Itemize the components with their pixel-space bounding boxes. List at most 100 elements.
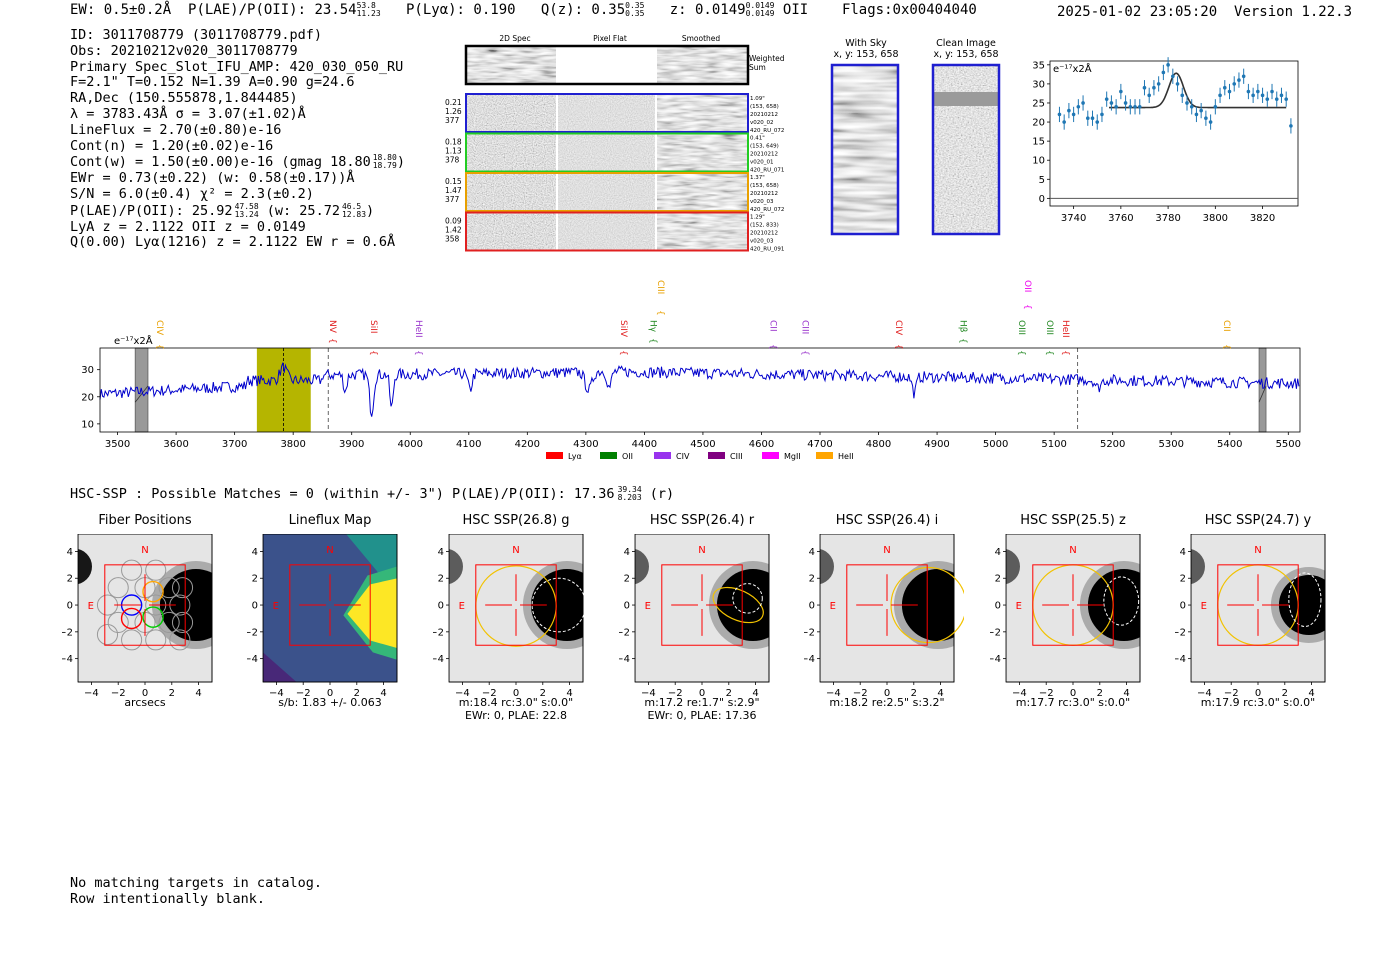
east-marker: E [1016, 601, 1022, 612]
legend-entry: OII [600, 452, 633, 461]
zoom-ytick-label: 5 [1039, 175, 1045, 186]
xtick-label: 2 [169, 688, 175, 699]
xtick-label: 4 [566, 688, 572, 699]
row-frame [465, 211, 749, 252]
zoom-point [1166, 63, 1170, 67]
legend-swatch [546, 452, 563, 459]
sky-cutout-frame [830, 63, 900, 236]
emission-line-brace: { [368, 350, 378, 356]
legend-label: Lyα [568, 452, 582, 461]
mask-bottom [449, 682, 583, 709]
weighted-frame [464, 44, 750, 86]
ytick-label: −4 [1175, 654, 1186, 665]
ytick-label: −4 [804, 654, 815, 665]
ytick-label: 0 [624, 601, 630, 612]
bright-source-halo [522, 561, 593, 650]
info-lambda: λ = 3783.43Å σ = 3.07(±1.02)Å [70, 105, 306, 122]
bright-source-halo [893, 561, 964, 650]
mask-right [1140, 534, 1150, 686]
xtick-label: 0 [513, 688, 519, 699]
full-xtick-label: 4700 [807, 439, 832, 450]
ytick-label: 2 [438, 574, 444, 585]
zoom-point [1067, 108, 1071, 113]
mask-bottom [263, 682, 397, 709]
legend-swatch [708, 452, 725, 459]
ytick-label: 0 [67, 601, 73, 612]
hsc-panel-plot: N E −4 −2 0 2 4 4 2 0 −2 −4 [62, 534, 222, 709]
row-frame [465, 172, 749, 212]
full-xtick-label: 4400 [632, 439, 657, 450]
hsc-panel-title: HSC SSP(26.4) i [835, 513, 939, 528]
hsc-panel-title: Lineflux Map [288, 513, 372, 528]
emission-line-label: SiII { [368, 320, 378, 356]
emission-line-name: Hγ [647, 320, 657, 333]
ytick-label: 2 [252, 574, 258, 585]
ytick-label: −4 [62, 654, 73, 665]
catalog-ellipse [531, 577, 587, 633]
ytick-label: 2 [1180, 574, 1186, 585]
zoom-ytick-label: 0 [1039, 194, 1045, 205]
cutout-images [830, 63, 1001, 236]
xtick-label: 0 [327, 688, 333, 699]
search-box [661, 564, 743, 646]
full-ytick-label: 10 [81, 419, 94, 430]
xtick-label: 4 [380, 688, 386, 699]
lineflux-map-region [346, 534, 397, 601]
info-radec: RA,Dec (150.555878,1.844485) [70, 90, 298, 107]
legend-swatch [762, 452, 779, 459]
ytick-label: 4 [1180, 547, 1186, 558]
row-smoothed-image [657, 94, 747, 132]
mask-bottom [820, 682, 954, 709]
hsc-panel-title: HSC SSP(25.5) z [1020, 513, 1126, 528]
row-left-label: 1.26 [445, 107, 462, 116]
full-xtick-label: 4600 [749, 439, 774, 450]
search-box [846, 564, 928, 646]
header-plae: P(LAE)/P(OII): 23.54 [188, 2, 357, 18]
row-flat-image [558, 94, 655, 132]
row-right-label: 1.29" [750, 215, 765, 221]
hsc-panel-plot: N E −4 −2 0 2 4 4 2 0 −2 −4 [247, 534, 407, 709]
zoom-axes-frame [1049, 60, 1299, 207]
zoom-point [1189, 104, 1194, 109]
xtick-label: −2 [482, 688, 497, 699]
xtick-label: 0 [699, 688, 705, 699]
legend-label: MgII [784, 452, 801, 461]
header-plya: P(Lyα): 0.190 [405, 2, 516, 18]
full-xtick-label: 3500 [105, 439, 130, 450]
xtick-label: −4 [641, 688, 656, 699]
row-left-label: 377 [445, 116, 460, 125]
ytick-label: −4 [247, 654, 258, 665]
zoom-point [1284, 97, 1288, 101]
full-xtick-label: 4800 [866, 439, 891, 450]
ytick-label: −2 [62, 627, 73, 638]
xtick-label: −4 [455, 688, 470, 699]
north-marker: N [883, 545, 890, 556]
xtick-label: −4 [1197, 688, 1212, 699]
footer-line-2: Row intentionally blank. [70, 890, 266, 907]
mask-right [1325, 534, 1335, 686]
mask-left [619, 534, 635, 686]
ytick-label: 4 [67, 547, 73, 558]
ytick-label: 2 [995, 574, 1001, 585]
xtick-label: 0 [1070, 688, 1076, 699]
zoom-point [1279, 93, 1284, 98]
search-box [1217, 564, 1299, 646]
emission-line-name: OIII [1044, 320, 1054, 335]
zoom-point [1114, 104, 1118, 109]
zoom-point [1076, 104, 1081, 109]
ytick-label: 0 [809, 601, 815, 612]
east-marker: E [1201, 601, 1207, 612]
zoom-ytick-label: 25 [1032, 98, 1045, 109]
zoom-xtick-label: 3820 [1250, 213, 1275, 224]
emission-line-brace: { [647, 338, 657, 344]
info-id: ID: 3011708779 (3011708779.pdf) [70, 27, 322, 43]
row-flat-image [558, 133, 655, 172]
full-ytick-label: 30 [81, 365, 94, 376]
bright-source [716, 569, 779, 642]
row-right-label: 0.41" [750, 136, 765, 142]
info-cont-w: Cont(w) = 1.50(±0.00)e-16 (gmag 18.80 18.… [70, 153, 405, 171]
zoom-point [1090, 116, 1095, 121]
catalog-ellipse [1288, 572, 1322, 627]
row-2d-image [466, 133, 556, 172]
